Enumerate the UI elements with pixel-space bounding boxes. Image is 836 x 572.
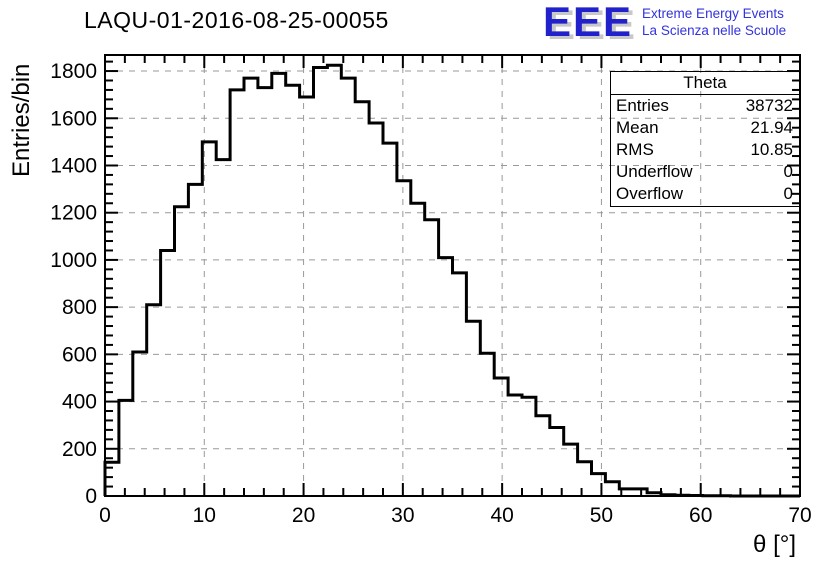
y-axis-title: Entries/bin bbox=[8, 63, 35, 177]
y-tick-label: 1200 bbox=[50, 202, 97, 225]
stats-box-title: Theta bbox=[611, 72, 799, 95]
stat-row: Mean 21.94 bbox=[611, 117, 799, 139]
plot-frame bbox=[104, 54, 801, 497]
y-tick-label: 0 bbox=[85, 485, 97, 508]
x-tick-label: 60 bbox=[689, 504, 712, 527]
stat-label: Mean bbox=[616, 118, 659, 137]
x-tick-label: 70 bbox=[788, 504, 811, 527]
stat-value: 10.85 bbox=[750, 140, 793, 159]
stat-row: RMS 10.85 bbox=[611, 139, 799, 161]
y-tick-label: 200 bbox=[62, 438, 97, 461]
x-tick-label: 30 bbox=[391, 504, 414, 527]
x-tick-label: 40 bbox=[490, 504, 513, 527]
x-tick-label: 10 bbox=[193, 504, 216, 527]
x-tick-label: 0 bbox=[99, 504, 111, 527]
y-tick-label: 1800 bbox=[50, 60, 97, 83]
x-tick-label: 50 bbox=[590, 504, 613, 527]
eee-logo-lines: Extreme Energy Events La Scienza nelle S… bbox=[642, 3, 786, 40]
stat-value: 21.94 bbox=[750, 118, 793, 137]
eee-logo-acronym: EEE bbox=[543, 0, 634, 45]
stat-row: Underflow 0 bbox=[611, 161, 799, 183]
plot-title: LAQU-01-2016-08-25-00055 bbox=[84, 7, 389, 33]
y-tick-label: 1600 bbox=[50, 107, 97, 130]
eee-logo-line1: Extreme Energy Events bbox=[642, 6, 784, 21]
y-tick-label: 800 bbox=[62, 296, 97, 319]
eee-logo-line2: La Scienza nelle Scuole bbox=[642, 22, 787, 38]
stat-value: 0 bbox=[783, 162, 793, 181]
y-tick-label: 1000 bbox=[50, 249, 97, 272]
stat-label: Overflow bbox=[616, 184, 684, 203]
y-tick-label: 600 bbox=[62, 343, 97, 366]
y-tick-label: 1400 bbox=[50, 154, 97, 177]
stat-value: 0 bbox=[783, 184, 793, 203]
stat-label: Underflow bbox=[616, 162, 693, 181]
stat-row: Overflow 0 bbox=[611, 183, 799, 205]
x-tick-label: 20 bbox=[292, 504, 315, 527]
stat-value: 38732 bbox=[745, 96, 793, 115]
histogram-line bbox=[103, 63, 800, 498]
stat-row: Entries 38732 bbox=[611, 95, 799, 117]
stat-label: Entries bbox=[616, 96, 669, 115]
y-tick-label: 400 bbox=[62, 391, 97, 414]
eee-logo: EEE Extreme Energy Events La Scienza nel… bbox=[543, 0, 786, 45]
stat-label: RMS bbox=[616, 140, 654, 159]
stats-box: Theta Entries 38732 Mean 21.94 RMS 10.85 Under… bbox=[610, 71, 800, 207]
x-axis-title: θ [°] bbox=[753, 531, 796, 558]
